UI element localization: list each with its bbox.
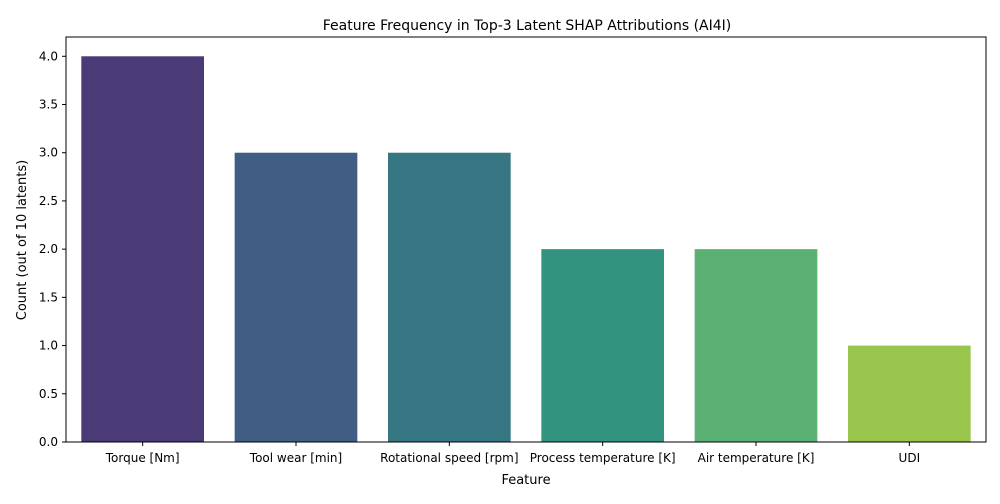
bars [81,56,971,443]
x-tick-label: Process temperature [K] [530,451,676,465]
y-tick-label: 3.5 [39,98,58,112]
y-tick-label: 3.0 [39,146,58,160]
bar [388,152,511,442]
chart-title: Feature Frequency in Top-3 Latent SHAP A… [323,18,732,34]
x-tick-label: Torque [Nm] [105,451,180,465]
bar [541,249,664,442]
y-tick-label: 1.5 [39,290,58,304]
x-tick-label: UDI [899,451,921,465]
y-axis: 0.0 0.5 1.0 1.5 2.0 2.5 3.0 3.5 4.0 [39,49,66,449]
y-tick-label: 2.0 [39,242,58,256]
x-tick-label: Tool wear [min] [249,451,342,465]
y-axis-label: Count (out of 10 latents) [15,160,30,320]
bar [81,56,204,443]
x-axis: Torque [Nm] Tool wear [min] Rotational spe… [105,442,920,465]
bar [694,249,818,442]
x-tick-label: Air temperature [K] [698,451,815,465]
bar [234,152,358,442]
y-tick-label: 4.0 [39,49,58,63]
x-axis-label: Feature [501,473,550,488]
y-tick-label: 0.5 [39,387,58,401]
bar [848,345,971,442]
y-tick-label: 2.5 [39,194,58,208]
y-tick-label: 0.0 [39,435,58,449]
x-tick-label: Rotational speed [rpm] [380,451,518,465]
plot-frame [65,36,987,443]
y-tick-label: 1.0 [39,339,58,353]
